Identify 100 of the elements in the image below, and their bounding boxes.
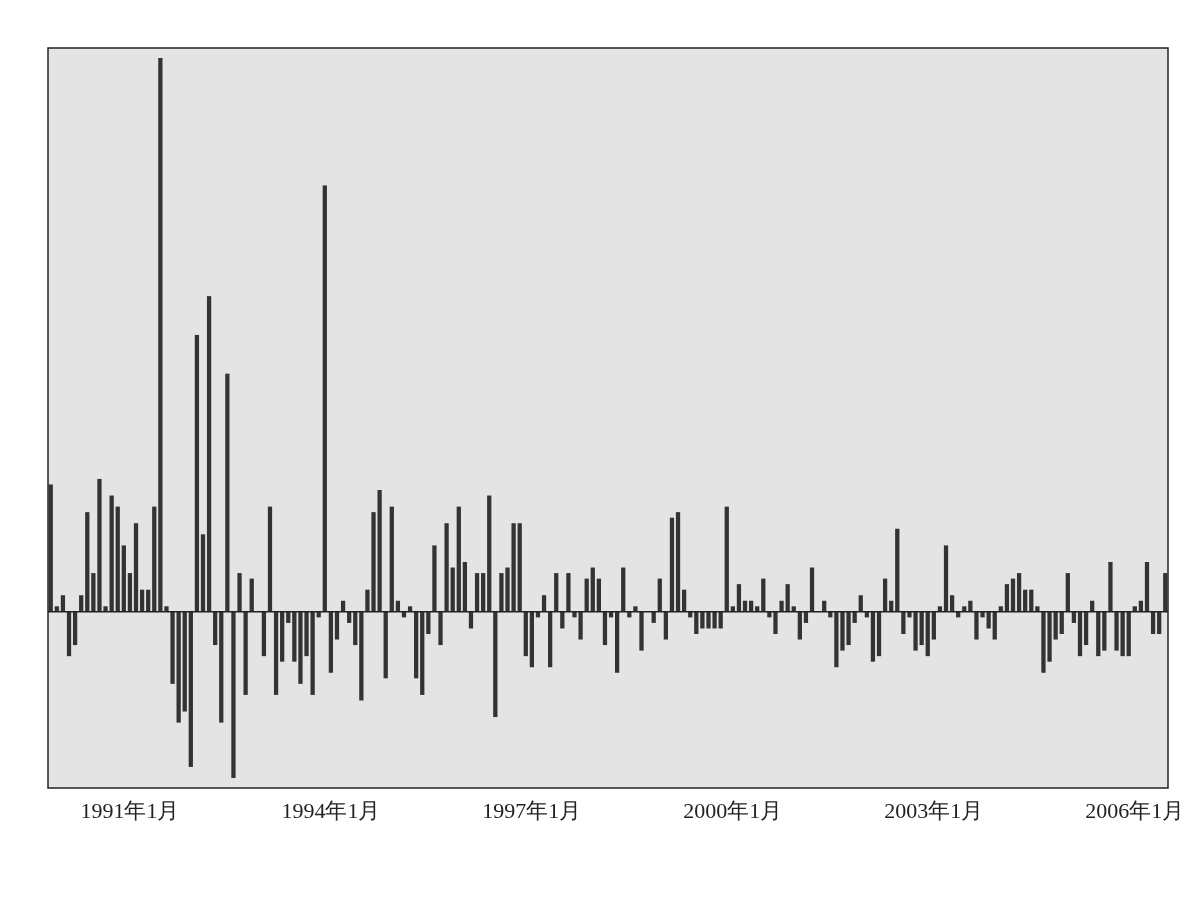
bar: [292, 611, 297, 662]
bar: [639, 611, 644, 651]
bar: [1004, 584, 1010, 612]
bar: [133, 523, 139, 612]
bar: [779, 600, 784, 612]
bar: [785, 584, 790, 612]
bar: [943, 545, 949, 612]
bar: [1163, 573, 1168, 612]
bar: [152, 506, 157, 612]
bar: [219, 611, 224, 723]
bar: [621, 567, 626, 612]
bar: [1016, 573, 1022, 612]
bar: [1102, 611, 1107, 651]
x-tick-label: 1994年1月: [281, 798, 381, 823]
bar: [1053, 611, 1058, 640]
bar: [858, 595, 863, 612]
x-tick-label: 2006年1月: [1085, 798, 1185, 823]
bar: [529, 611, 534, 668]
bar: [1065, 573, 1070, 612]
bar: [72, 611, 78, 646]
bar: [925, 611, 930, 657]
bar: [949, 595, 955, 612]
bar: [493, 611, 498, 718]
bar: [523, 611, 528, 657]
bar: [206, 296, 212, 612]
bar: [724, 506, 729, 612]
bar: [456, 506, 461, 612]
bar: [1096, 611, 1101, 657]
bar: [121, 545, 126, 612]
bar: [584, 578, 589, 612]
bar: [919, 611, 924, 646]
bar: [657, 578, 662, 612]
bar: [237, 573, 242, 612]
bar: [353, 611, 358, 646]
bar: [992, 611, 997, 640]
bar: [85, 512, 90, 612]
bar: [225, 373, 230, 612]
bar: [127, 573, 133, 612]
bar: [109, 495, 114, 612]
bar: [870, 611, 876, 662]
bar: [170, 611, 175, 684]
bar: [432, 545, 437, 612]
bar: [450, 567, 455, 612]
bar: [231, 611, 236, 778]
bar: [200, 534, 206, 612]
bar: [797, 611, 802, 640]
bar: [566, 573, 571, 612]
bar: [474, 573, 480, 612]
bar: [1077, 611, 1083, 657]
bar: [322, 185, 327, 612]
bar: [164, 606, 169, 612]
bar: [389, 506, 394, 612]
bar: [615, 611, 620, 673]
bar: [79, 595, 84, 612]
bar: [66, 611, 72, 657]
bar: [1126, 611, 1131, 657]
bar: [633, 606, 638, 612]
x-tick-label: 1997年1月: [482, 798, 582, 823]
bar: [602, 611, 608, 646]
bar: [261, 611, 267, 657]
bar: [280, 611, 285, 662]
bar: [663, 611, 668, 640]
bar: [328, 611, 334, 673]
bar: [188, 611, 193, 767]
bar: [1083, 611, 1089, 646]
bar: [882, 578, 888, 612]
bar: [487, 495, 492, 612]
bar: [931, 611, 936, 640]
bar: [182, 611, 187, 712]
bar: [243, 611, 248, 695]
bar: [541, 595, 547, 612]
bar: [273, 611, 279, 695]
bar: [213, 611, 218, 646]
bar: [334, 611, 340, 640]
bar: [548, 611, 553, 668]
bar: [420, 611, 425, 695]
bar: [517, 523, 522, 612]
bar: [249, 578, 254, 612]
bar: [809, 567, 815, 612]
x-tick-label: 1991年1月: [80, 798, 180, 823]
bar: [895, 528, 900, 612]
bar: [736, 584, 742, 612]
bar: [596, 578, 601, 612]
bar: [1010, 578, 1016, 612]
bar: [1144, 562, 1150, 612]
bar: [194, 334, 200, 612]
x-tick-label: 2003年1月: [884, 798, 984, 823]
bar: [383, 611, 388, 679]
bar: [968, 600, 973, 612]
bar: [481, 573, 486, 612]
bar: [462, 562, 468, 612]
bar: [359, 611, 364, 701]
bar: [669, 517, 675, 612]
bar: [1108, 562, 1113, 612]
bar: [60, 595, 66, 612]
bar: [761, 578, 766, 612]
bar: [554, 573, 559, 612]
bar: [267, 506, 273, 612]
bar: [876, 611, 882, 657]
bar: [115, 506, 120, 612]
